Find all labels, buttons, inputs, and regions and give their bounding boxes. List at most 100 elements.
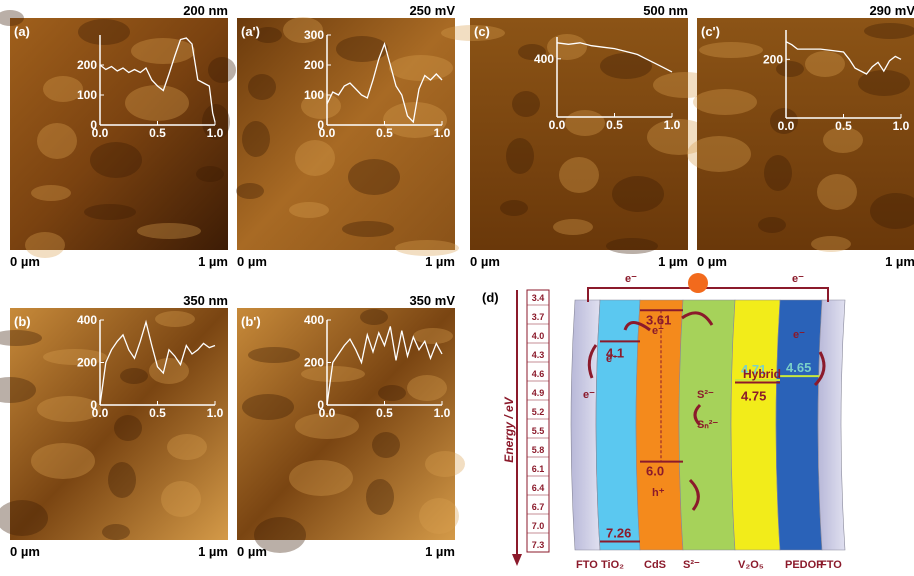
x-tick-label: 1.0 [207,126,224,140]
tick-label: 6.4 [532,483,545,493]
afm-texture [864,23,914,39]
axis-end: 1 µm [658,254,688,269]
afm-texture [342,221,394,237]
afm-texture [506,138,534,174]
axis-end: 1 µm [885,254,914,269]
panel-tag: (d) [482,290,499,305]
afm-texture [512,91,540,117]
axis-start: 0 µm [237,544,267,559]
afm-texture [360,309,388,325]
afm-texture [114,415,142,441]
afm-texture [336,36,388,62]
diagram-label: e⁻ [793,329,805,341]
tick-label: 5.2 [532,407,545,417]
afm-texture [372,432,400,458]
afm-texture [289,460,353,496]
x-tick-label: 0.0 [319,126,336,140]
layer-label: PEDOP [785,559,824,571]
afm-texture [612,176,664,212]
afm-texture [553,219,593,235]
afm-texture [441,25,505,41]
panel-tag: (b) [14,314,31,329]
afm-texture [764,155,792,191]
afm-texture [161,481,201,517]
afm-texture [137,223,201,239]
layer [596,300,640,550]
afm-texture [31,443,95,479]
afm-texture [31,185,71,201]
x-tick-label: 0.5 [149,126,166,140]
x-tick-label: 0.0 [549,118,566,132]
layer [571,300,600,550]
tick-label: 3.4 [532,293,545,303]
y-tick-label: 400 [304,313,324,327]
afm-texture [600,53,652,79]
diagram-label: e⁻ [606,353,618,365]
tick-label: 3.7 [532,312,545,322]
axis-end: 1 µm [425,254,455,269]
y-tick-label: 100 [304,88,324,102]
afm-texture [43,349,107,365]
sun [688,273,708,293]
x-tick-label: 1.0 [664,118,681,132]
afm-texture [348,159,400,195]
afm-texture [425,451,465,477]
scale-label: 350 mV [409,293,455,308]
x-tick-label: 0.0 [92,126,109,140]
afm-texture [242,121,270,157]
afm-texture [419,498,459,534]
diagram-label: e⁻ [792,273,804,285]
afm-texture [565,110,605,136]
panel-tag: (a') [241,24,260,39]
tick-label: 7.0 [532,521,545,531]
y-tick-label: 100 [77,88,97,102]
afm-texture [125,85,189,121]
afm-texture [120,368,148,384]
afm-texture [811,236,851,252]
afm-texture [242,394,294,420]
scale-label: 350 nm [183,293,228,308]
afm-texture [102,524,130,540]
layer [636,300,683,550]
afm-texture [606,238,658,254]
layer [731,300,780,550]
diagram-label: e⁻ [625,273,637,285]
axis-start: 0 µm [697,254,727,269]
afm-texture [37,123,77,159]
afm-texture [84,204,136,220]
afm-texture [196,166,224,182]
afm-texture [149,358,189,384]
tick-label: 4.3 [532,350,545,360]
layer [818,300,845,550]
layer-label: V₂O₅ [738,559,764,571]
layer-label: FTO [576,559,598,571]
afm-texture [78,19,130,45]
x-tick-label: 1.0 [207,406,224,420]
tick-label: 7.3 [532,540,545,550]
layer-label: FTO [820,559,842,571]
x-tick-label: 0.5 [835,119,852,133]
x-tick-label: 0.5 [376,406,393,420]
level-value: 4.65 [786,360,811,375]
tick-label: 6.7 [532,502,545,512]
afm-texture [208,57,236,83]
afm-texture [90,142,142,178]
afm-texture [295,140,335,176]
diagram-label: Hybrid [743,367,781,381]
scale-label: 500 nm [643,3,688,18]
y-tick-label: 200 [304,356,324,370]
axis-title: Energy / eV [502,396,516,462]
afm-texture [236,183,264,199]
y-tick-label: 200 [77,58,97,72]
level-value: 6.0 [646,464,664,479]
diagram-label: e⁻ [583,389,595,401]
tick-label: 4.0 [532,331,545,341]
afm-texture [559,157,599,193]
diagram-label: Sₙ²⁻ [697,419,718,431]
y-tick-label: 300 [304,28,324,42]
axis-start: 0 µm [237,254,267,269]
x-tick-label: 1.0 [434,406,451,420]
afm-texture [378,385,406,401]
layer-label: CdS [644,559,666,571]
afm-texture [500,200,528,216]
